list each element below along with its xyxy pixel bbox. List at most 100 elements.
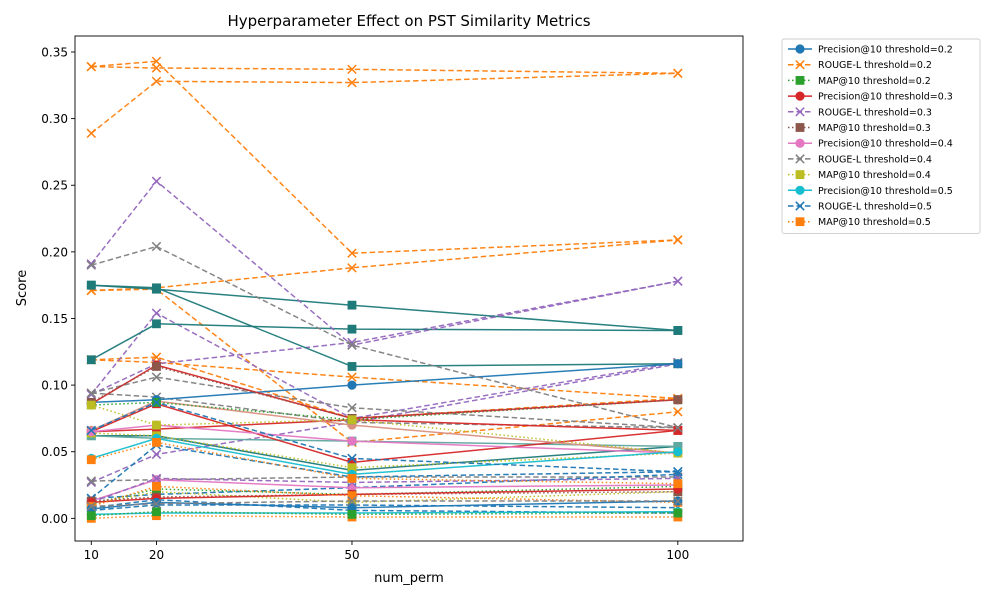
series-12-point-3	[347, 473, 357, 483]
extra-line-9-point-1	[86, 477, 97, 488]
extra-line-3-point-3	[347, 263, 357, 273]
extra-line-8-point-1	[86, 389, 97, 400]
legend-label: ROUGE-L threshold=0.3	[818, 107, 932, 118]
extra-line-35-line	[91, 500, 678, 510]
legend-label: ROUGE-L threshold=0.2	[818, 60, 932, 71]
extra-line-9-line	[91, 363, 678, 484]
extra-line-10-point-2	[151, 372, 162, 382]
extra-line-12-line	[91, 476, 678, 482]
extra-line-19-line	[90, 323, 678, 361]
series-2	[86, 56, 683, 258]
series-9-point-3	[347, 415, 357, 425]
x-tick-label: 50	[344, 548, 359, 562]
extra-line-9-point-2	[151, 449, 162, 460]
extra-line-20-line	[91, 434, 678, 472]
extra-line-2-point-4	[673, 68, 683, 79]
series-6-point-4	[673, 395, 683, 405]
extra-line-13-line	[90, 444, 678, 499]
legend-label: Precision@10 threshold=0.4	[818, 139, 953, 150]
series-7-point-3	[347, 436, 357, 446]
legend-marker	[795, 217, 805, 227]
series-8-point-4	[673, 423, 683, 433]
extra-line-6-point-3	[347, 372, 357, 382]
series-6-point-2	[152, 362, 161, 371]
extra-line-37	[86, 496, 683, 512]
extra-line-19-point-1	[86, 355, 96, 365]
series-8-point-3	[347, 340, 357, 350]
series-12	[86, 437, 683, 489]
series-12-point-1	[86, 455, 96, 465]
extra-line-4-point-4	[673, 407, 683, 417]
y-tick-label: 0.30	[41, 112, 68, 126]
series-6-line	[90, 365, 678, 420]
extra-line-33-point-3	[347, 491, 357, 501]
extra-line-17-point-3	[347, 362, 357, 371]
extra-line-35-point-2	[151, 497, 162, 507]
legend-marker	[795, 107, 805, 117]
legend-label: MAP@10 threshold=0.2	[818, 76, 931, 87]
extra-line-6-line	[91, 359, 678, 400]
legend-item-3: MAP@10 threshold=0.2	[788, 76, 931, 87]
extra-line-37-line	[91, 500, 678, 508]
series-9-point-1	[86, 400, 96, 410]
extra-line-23-point-4	[673, 426, 683, 435]
x-tick-label: 20	[149, 548, 164, 562]
series-2-point-1	[86, 61, 97, 72]
extra-line-18-point-3	[347, 300, 357, 310]
extra-line-36	[86, 507, 683, 521]
series-8-line	[91, 245, 678, 429]
series-10-point-4	[673, 447, 683, 457]
series-12-point-2	[152, 437, 161, 447]
series-11-point-2	[151, 397, 162, 408]
extra-line-1-point-3	[347, 77, 357, 88]
legend-marker	[795, 185, 805, 195]
extra-line-37-point-2	[151, 498, 162, 509]
legend-item-7: Precision@10 threshold=0.4	[788, 138, 953, 150]
extra-line-33-point-2	[152, 481, 161, 491]
legend-box	[781, 38, 981, 234]
legend-label: Precision@10 threshold=0.3	[818, 92, 953, 103]
x-tick-label: 100	[666, 548, 689, 562]
extra-line-36-line	[91, 510, 678, 517]
legend-marker	[795, 170, 805, 180]
y-tick-label: 0.15	[41, 312, 68, 326]
series-2-point-4	[673, 235, 683, 245]
extra-line-19-point-3	[347, 324, 357, 334]
legend-label: ROUGE-L threshold=0.5	[818, 202, 932, 213]
legend-item-10: Precision@10 threshold=0.5	[788, 185, 953, 197]
y-tick-label: 0.20	[41, 245, 68, 259]
series-7-line	[91, 424, 678, 454]
series-11-point-4	[673, 466, 683, 477]
extra-line-19	[86, 319, 683, 365]
extra-line-26-point-2	[151, 473, 162, 484]
extra-line-7-point-2	[151, 308, 162, 318]
legend-marker	[795, 76, 805, 85]
series-2-point-3	[347, 248, 357, 258]
series-layer	[86, 56, 683, 523]
series-1-point-3	[347, 380, 357, 390]
legend-item-2: ROUGE-L threshold=0.2	[788, 59, 932, 71]
series-8-point-1	[86, 260, 97, 270]
extra-line-1-line	[90, 72, 678, 134]
extra-line-37-point-3	[347, 496, 357, 506]
y-tick-label: 0.10	[41, 379, 68, 393]
series-12-point-4	[673, 479, 683, 489]
series-2-point-2	[151, 56, 162, 67]
series-1-point-4	[673, 359, 683, 369]
series-5-line	[90, 180, 678, 346]
extra-line-21-line	[91, 434, 678, 448]
extra-line-36-point-4	[673, 508, 683, 518]
legend-item-11: ROUGE-L threshold=0.5	[788, 201, 932, 213]
axes: 10 20 50 100 0.00 0.05 0.10 0.15 0.20 0.25 0.30 0.3…	[41, 35, 744, 562]
series-10-line	[91, 437, 678, 476]
legend-label: MAP@10 threshold=0.4	[818, 170, 931, 181]
extra-line-18-line	[91, 284, 678, 332]
extra-line-36-point-1	[86, 511, 96, 521]
extra-line-36-point-3	[347, 509, 357, 519]
legend-item-9: MAP@10 threshold=0.4	[788, 170, 931, 181]
extra-line-11-point-1	[86, 388, 97, 398]
legend-marker	[795, 59, 805, 70]
extra-line-2-point-3	[347, 64, 357, 75]
legend-marker	[795, 91, 805, 101]
